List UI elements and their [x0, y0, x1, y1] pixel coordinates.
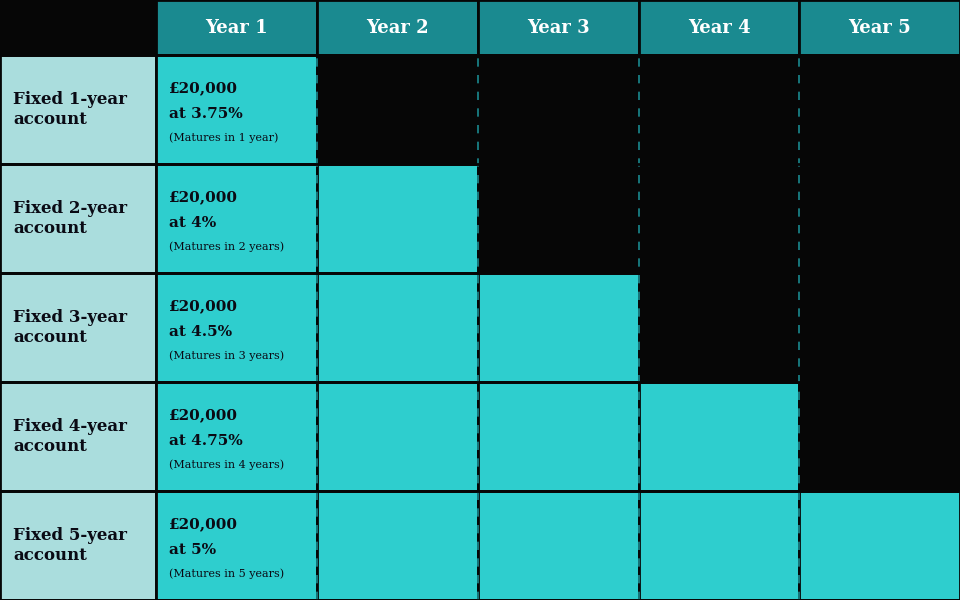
- Bar: [478, 491, 638, 600]
- Text: (Matures in 4 years): (Matures in 4 years): [169, 460, 284, 470]
- Bar: [638, 0, 800, 55]
- Bar: [0, 382, 156, 491]
- Bar: [800, 273, 960, 382]
- Bar: [478, 273, 638, 382]
- Text: £20,000: £20,000: [169, 190, 238, 204]
- Text: at 4%: at 4%: [169, 216, 216, 230]
- Text: (Matures in 1 year): (Matures in 1 year): [169, 133, 278, 143]
- Bar: [317, 491, 478, 600]
- Text: £20,000: £20,000: [169, 299, 238, 313]
- Text: Year 4: Year 4: [687, 19, 751, 37]
- Text: Fixed 5-year
account: Fixed 5-year account: [13, 527, 128, 564]
- Bar: [800, 164, 960, 273]
- Bar: [800, 55, 960, 164]
- Text: Fixed 3-year
account: Fixed 3-year account: [13, 310, 128, 346]
- Bar: [0, 55, 156, 164]
- Text: £20,000: £20,000: [169, 81, 238, 95]
- Bar: [478, 55, 638, 164]
- Bar: [156, 164, 317, 273]
- Text: £20,000: £20,000: [169, 408, 238, 422]
- Bar: [156, 55, 317, 164]
- Bar: [156, 273, 317, 382]
- Bar: [478, 164, 638, 273]
- Bar: [0, 273, 156, 382]
- Bar: [317, 382, 478, 491]
- Bar: [156, 491, 317, 600]
- Bar: [0, 164, 156, 273]
- Text: £20,000: £20,000: [169, 517, 238, 531]
- Text: Year 2: Year 2: [366, 19, 429, 37]
- Bar: [317, 55, 478, 164]
- Bar: [317, 164, 478, 273]
- Bar: [478, 0, 638, 55]
- Text: Year 3: Year 3: [527, 19, 589, 37]
- Bar: [638, 164, 800, 273]
- Text: (Matures in 3 years): (Matures in 3 years): [169, 350, 284, 361]
- Text: Fixed 1-year
account: Fixed 1-year account: [13, 91, 128, 128]
- Bar: [800, 0, 960, 55]
- Bar: [638, 273, 800, 382]
- Bar: [800, 491, 960, 600]
- Text: at 4.5%: at 4.5%: [169, 325, 232, 339]
- Bar: [638, 491, 800, 600]
- Text: Fixed 4-year
account: Fixed 4-year account: [13, 418, 128, 455]
- Bar: [156, 0, 317, 55]
- Text: at 3.75%: at 3.75%: [169, 107, 243, 121]
- Bar: [800, 382, 960, 491]
- Bar: [317, 273, 478, 382]
- Text: Year 5: Year 5: [849, 19, 911, 37]
- Text: (Matures in 5 years): (Matures in 5 years): [169, 569, 284, 579]
- Text: at 5%: at 5%: [169, 543, 216, 557]
- Text: at 4.75%: at 4.75%: [169, 434, 243, 448]
- Bar: [317, 0, 478, 55]
- Bar: [0, 491, 156, 600]
- Text: Year 1: Year 1: [205, 19, 268, 37]
- Text: Fixed 2-year
account: Fixed 2-year account: [13, 200, 128, 237]
- Bar: [638, 55, 800, 164]
- Bar: [156, 382, 317, 491]
- Bar: [638, 382, 800, 491]
- Text: (Matures in 2 years): (Matures in 2 years): [169, 242, 284, 252]
- Bar: [478, 382, 638, 491]
